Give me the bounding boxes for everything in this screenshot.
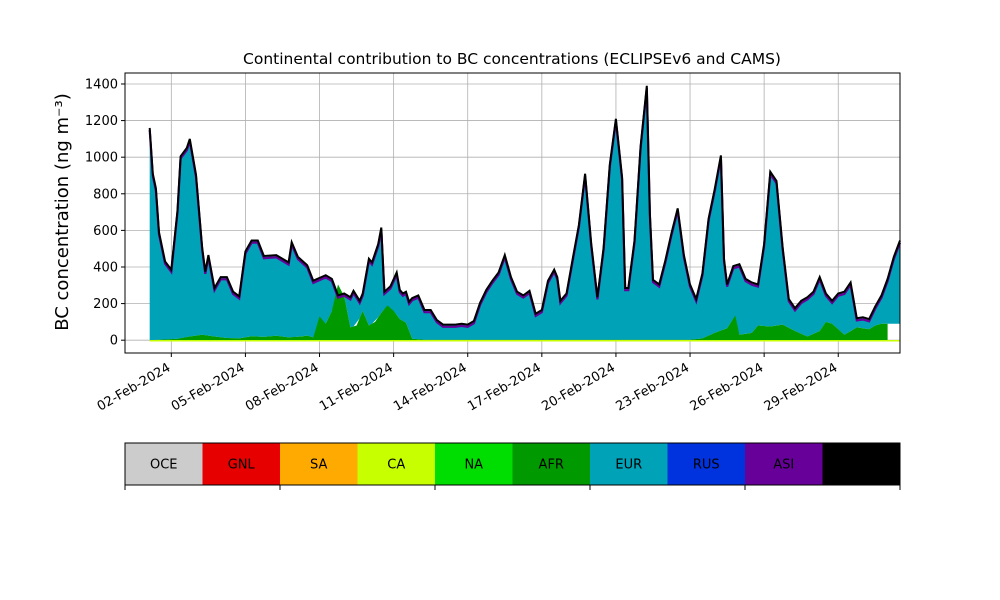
- stacked-areas: [148, 87, 902, 342]
- y-tick-label: 0: [110, 334, 118, 349]
- legend-label-eur: EUR: [615, 458, 642, 473]
- legend-swatch-asi: [745, 443, 823, 485]
- legend-swatch-rus: [667, 443, 745, 485]
- legend-label-oce: OCE: [150, 458, 178, 473]
- legend-label-rus: RUS: [693, 458, 720, 473]
- area-eur: [149, 87, 900, 341]
- legend-swatch-gnl: [202, 443, 280, 485]
- legend-label-afr: AFR: [539, 458, 564, 473]
- x-tick-label: 11-Feb-2024: [317, 360, 396, 414]
- legend-label-asi: ASI: [773, 458, 794, 473]
- legend-swatch-sa: [280, 443, 358, 485]
- legend-swatch-afr: [512, 443, 590, 485]
- x-axis-ticks: 02-Feb-202405-Feb-202408-Feb-202411-Feb-…: [95, 353, 840, 414]
- legend-label-aus: AUS: [848, 458, 875, 473]
- legend-label-sa: SA: [310, 458, 327, 473]
- y-tick-label: 800: [93, 187, 118, 202]
- area-afr: [149, 284, 888, 341]
- legend-swatch-oce: [125, 443, 203, 485]
- x-tick-label: 14-Feb-2024: [391, 360, 470, 414]
- y-tick-label: 200: [93, 297, 118, 312]
- legend-label-gnl: GNL: [228, 458, 256, 473]
- y-tick-label: 600: [93, 224, 118, 239]
- y-tick-label: 1200: [85, 114, 118, 129]
- y-tick-label: 400: [93, 260, 118, 275]
- legend-swatch-na: [435, 443, 513, 485]
- legend-label-na: NA: [464, 458, 483, 473]
- plot-frame: [124, 72, 901, 354]
- chart-title: Continental contribution to BC concentra…: [243, 50, 781, 68]
- x-tick-label: 29-Feb-2024: [762, 360, 841, 414]
- x-tick-label: 17-Feb-2024: [465, 360, 544, 414]
- y-axis-ticks: 0 200 400 600 800 1000 1200 1400: [85, 77, 125, 349]
- legend-colorbar: OCE GNL SA CA NA AFR EUR RUS ASI AUS: [124, 442, 901, 490]
- x-tick-label: 08-Feb-2024: [243, 360, 322, 414]
- y-axis-label: BC concentration (ng m⁻³): [52, 93, 73, 331]
- y-tick-label: 1400: [85, 77, 118, 92]
- x-tick-label: 02-Feb-2024: [95, 360, 174, 414]
- x-tick-label: 05-Feb-2024: [169, 360, 248, 414]
- legend-frame: [124, 442, 901, 486]
- total-line: [148, 85, 901, 326]
- x-tick-label: 26-Feb-2024: [688, 360, 767, 414]
- x-tick-label: 20-Feb-2024: [539, 360, 618, 414]
- x-tick-label: 23-Feb-2024: [613, 360, 692, 414]
- series-line-aus: [148, 85, 901, 326]
- legend-swatch-ca: [357, 443, 435, 485]
- legend-swatch-aus: [822, 443, 900, 485]
- y-tick-label: 1000: [85, 151, 118, 166]
- legend-label-ca: CA: [387, 458, 405, 473]
- legend-swatch-eur: [590, 443, 668, 485]
